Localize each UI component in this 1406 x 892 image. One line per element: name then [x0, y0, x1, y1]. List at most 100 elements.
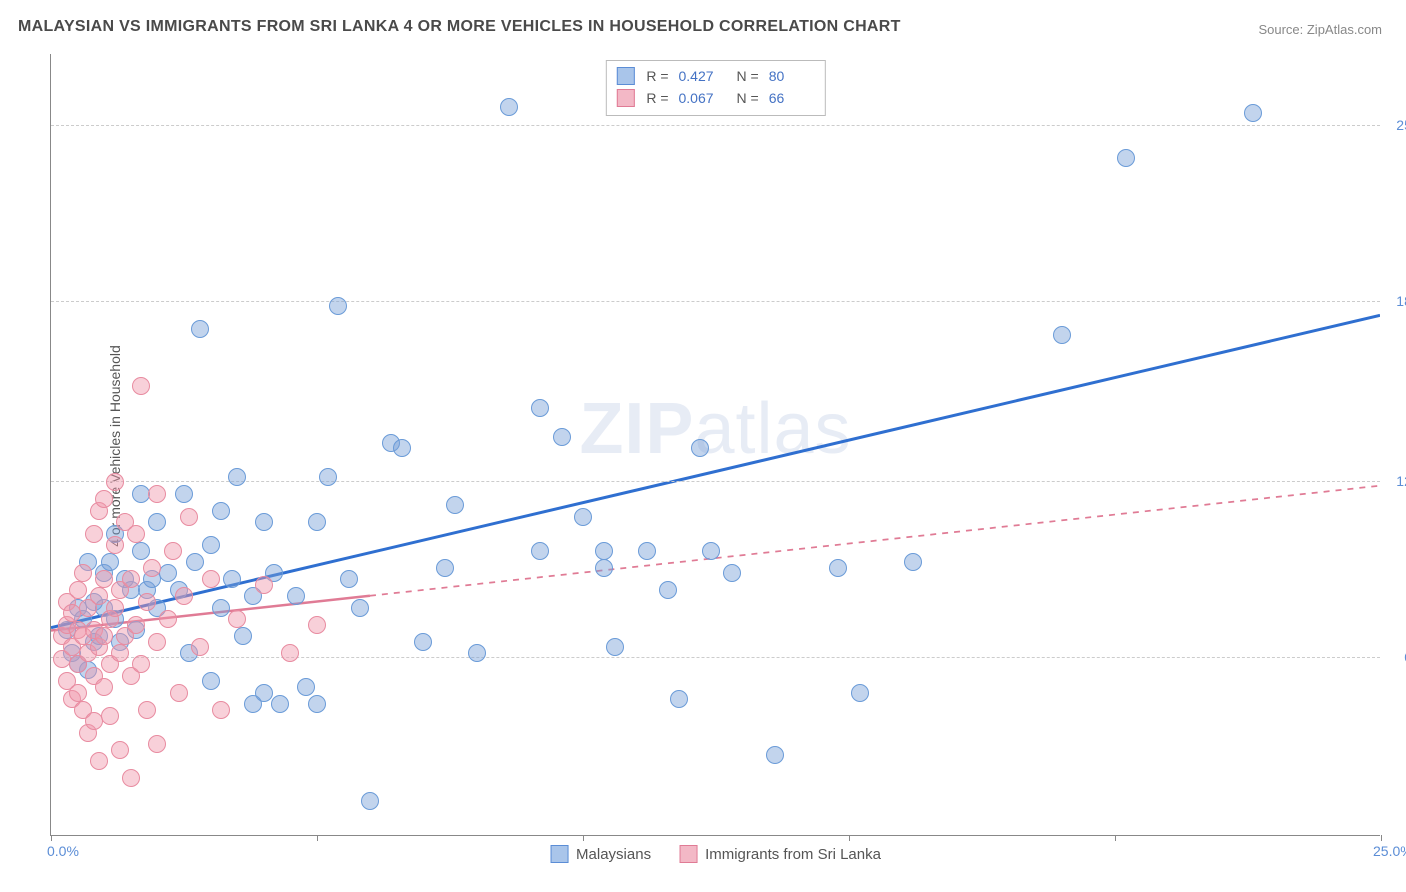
scatter-point — [361, 792, 379, 810]
scatter-point — [106, 599, 124, 617]
scatter-point — [271, 695, 289, 713]
scatter-point — [148, 513, 166, 531]
scatter-point — [297, 678, 315, 696]
x-tick-label: 25.0% — [1373, 843, 1406, 859]
plot-area: ZIPatlas R =0.427N =80R =0.067N =66 Mala… — [50, 54, 1380, 836]
trendlines-svg — [51, 54, 1380, 835]
scatter-point — [175, 485, 193, 503]
scatter-point — [164, 542, 182, 560]
legend-bottom-item: Malaysians — [550, 845, 651, 863]
scatter-point — [101, 553, 119, 571]
scatter-point — [1244, 104, 1262, 122]
legend-r-value: 0.067 — [679, 90, 725, 106]
scatter-point — [180, 508, 198, 526]
scatter-point — [159, 610, 177, 628]
scatter-point — [69, 684, 87, 702]
scatter-point — [553, 428, 571, 446]
scatter-point — [170, 684, 188, 702]
scatter-point — [212, 599, 230, 617]
scatter-point — [340, 570, 358, 588]
scatter-point — [148, 485, 166, 503]
scatter-point — [101, 707, 119, 725]
scatter-point — [308, 616, 326, 634]
scatter-point — [191, 320, 209, 338]
legend-label: Malaysians — [576, 846, 651, 863]
legend-swatch — [679, 845, 697, 863]
scatter-point — [638, 542, 656, 560]
scatter-point — [132, 377, 150, 395]
y-tick-label: 25.0% — [1396, 117, 1406, 133]
scatter-point — [191, 638, 209, 656]
scatter-point — [85, 525, 103, 543]
scatter-point — [74, 564, 92, 582]
legend-top-row: R =0.427N =80 — [616, 65, 814, 87]
scatter-point — [69, 581, 87, 599]
y-tick-label: 12.5% — [1396, 473, 1406, 489]
source-attribution: Source: ZipAtlas.com — [1258, 22, 1382, 37]
scatter-point — [234, 627, 252, 645]
legend-swatch — [550, 845, 568, 863]
scatter-point — [319, 468, 337, 486]
gridline-h — [51, 125, 1380, 126]
scatter-point — [212, 701, 230, 719]
scatter-point — [255, 576, 273, 594]
scatter-point — [393, 439, 411, 457]
x-tick — [1381, 835, 1382, 841]
scatter-point — [212, 502, 230, 520]
legend-bottom: Malaysians Immigrants from Sri Lanka — [550, 845, 881, 863]
scatter-point — [95, 678, 113, 696]
x-tick — [51, 835, 52, 841]
legend-r-value: 0.427 — [679, 68, 725, 84]
scatter-point — [106, 473, 124, 491]
scatter-point — [106, 536, 124, 554]
legend-swatch — [616, 67, 634, 85]
scatter-point — [138, 593, 156, 611]
scatter-point — [287, 587, 305, 605]
scatter-point — [223, 570, 241, 588]
scatter-point — [132, 655, 150, 673]
scatter-point — [143, 559, 161, 577]
scatter-point — [90, 587, 108, 605]
scatter-point — [281, 644, 299, 662]
scatter-point — [228, 468, 246, 486]
scatter-point — [766, 746, 784, 764]
scatter-point — [531, 399, 549, 417]
scatter-point — [148, 633, 166, 651]
legend-r-label: R = — [646, 90, 668, 106]
x-tick — [849, 835, 850, 841]
legend-r-label: R = — [646, 68, 668, 84]
scatter-point — [595, 542, 613, 560]
scatter-point — [127, 525, 145, 543]
scatter-point — [111, 644, 129, 662]
x-tick-label: 0.0% — [47, 843, 79, 859]
scatter-point — [659, 581, 677, 599]
watermark: ZIPatlas — [579, 388, 851, 470]
scatter-point — [691, 439, 709, 457]
scatter-point — [138, 701, 156, 719]
scatter-point — [308, 513, 326, 531]
scatter-point — [670, 690, 688, 708]
scatter-point — [904, 553, 922, 571]
legend-top-row: R =0.067N =66 — [616, 87, 814, 109]
legend-top: R =0.427N =80R =0.067N =66 — [605, 60, 825, 116]
scatter-point — [329, 297, 347, 315]
scatter-point — [531, 542, 549, 560]
scatter-point — [122, 769, 140, 787]
scatter-point — [829, 559, 847, 577]
x-tick — [1115, 835, 1116, 841]
scatter-point — [574, 508, 592, 526]
scatter-point — [202, 672, 220, 690]
scatter-point — [723, 564, 741, 582]
scatter-point — [175, 587, 193, 605]
legend-label: Immigrants from Sri Lanka — [705, 846, 881, 863]
scatter-point — [446, 496, 464, 514]
scatter-point — [500, 98, 518, 116]
scatter-point — [111, 741, 129, 759]
scatter-point — [202, 536, 220, 554]
scatter-point — [595, 559, 613, 577]
scatter-point — [436, 559, 454, 577]
scatter-point — [1117, 149, 1135, 167]
scatter-point — [186, 553, 204, 571]
scatter-point — [351, 599, 369, 617]
scatter-point — [95, 490, 113, 508]
